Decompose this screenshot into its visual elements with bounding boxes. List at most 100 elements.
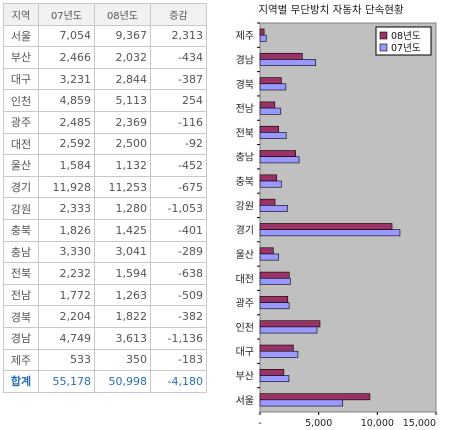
table-row: 경남 4,749 3,613 -1,136 bbox=[3, 326, 207, 350]
table-body: 서울 7,054 9,367 2,313 부산 2,466 2,032 -434 대구 3,231… bbox=[3, 24, 207, 393]
cell-2007: 3,231 bbox=[38, 67, 95, 91]
table-row: 광주 2,485 2,369 -116 bbox=[3, 110, 207, 134]
x-tick-label: 10,000 bbox=[361, 418, 394, 429]
category-label: 충북 bbox=[236, 176, 254, 188]
bar-2008-부산 bbox=[259, 369, 285, 376]
cell-region: 경기 bbox=[3, 175, 39, 199]
cell-2007: 4,749 bbox=[38, 326, 95, 350]
cell-2008: 1,822 bbox=[94, 305, 151, 328]
cell-change: -638 bbox=[150, 262, 207, 285]
table-row: 울산 1,584 1,132 -452 bbox=[3, 154, 207, 177]
table-row: 대구 3,231 2,844 -387 bbox=[3, 67, 207, 91]
chart-title: 지역별 무단방치 자동차 단속현황 bbox=[258, 4, 404, 16]
cell-2007: 2,333 bbox=[38, 197, 95, 220]
cell-region: 제주 bbox=[3, 348, 39, 372]
category-label: 제주 bbox=[236, 30, 254, 42]
bar-2008-대구 bbox=[259, 344, 294, 352]
bar-2007-전남 bbox=[259, 107, 282, 115]
category-label: 울산 bbox=[236, 249, 254, 261]
bar-2008-경기 bbox=[259, 223, 393, 230]
category-label: 서울 bbox=[236, 395, 254, 407]
cell-change: -434 bbox=[150, 46, 207, 69]
table-row: 충남 3,330 3,041 -289 bbox=[3, 240, 207, 264]
bar-2007-인천 bbox=[259, 326, 318, 334]
x-tick-label: - bbox=[258, 418, 261, 429]
cell-2008: 11,253 bbox=[94, 175, 151, 199]
cell-2008: 2,844 bbox=[94, 67, 151, 91]
cell-region: 서울 bbox=[3, 24, 39, 48]
category-label: 대전 bbox=[236, 273, 254, 285]
bar-2008-울산 bbox=[259, 247, 274, 255]
cell-region: 경북 bbox=[3, 305, 39, 328]
cell-region: 대전 bbox=[3, 132, 39, 156]
cell-change: -289 bbox=[150, 240, 207, 264]
cell-2008: 1,594 bbox=[94, 262, 151, 285]
bar-2007-전북 bbox=[259, 132, 287, 139]
cell-region: 전북 bbox=[3, 262, 39, 285]
cell-2007: 533 bbox=[38, 348, 95, 372]
table-row: 경기 11,928 11,253 -675 bbox=[3, 175, 207, 199]
header-2008: 08년도 bbox=[94, 3, 151, 26]
bar-2007-제주 bbox=[259, 34, 267, 42]
bar-2008-제주 bbox=[259, 28, 265, 36]
cell-2007: 2,485 bbox=[38, 110, 95, 134]
cell-region: 강원 bbox=[3, 197, 39, 220]
category-label: 광주 bbox=[236, 298, 254, 310]
category-label: 전남 bbox=[236, 103, 254, 115]
cell-change: -1,053 bbox=[150, 197, 207, 220]
category-label: 충남 bbox=[236, 152, 254, 164]
bar-2008-대전 bbox=[259, 271, 290, 279]
bar-2007-울산 bbox=[259, 253, 279, 261]
category-label: 경기 bbox=[236, 224, 254, 237]
bar-2008-광주 bbox=[259, 296, 289, 303]
header-region: 지역 bbox=[3, 3, 39, 26]
cell-region: 인천 bbox=[3, 89, 39, 112]
cell-2008: 2,369 bbox=[94, 110, 151, 134]
x-tick-label: 15,000 bbox=[403, 418, 436, 429]
legend-swatch bbox=[379, 31, 388, 40]
category-label: 전북 bbox=[236, 127, 254, 139]
table-row: 충북 1,826 1,425 -401 bbox=[3, 218, 207, 242]
bar-2007-경북 bbox=[259, 83, 287, 91]
cell-region: 울산 bbox=[3, 154, 39, 177]
category-label: 경북 bbox=[236, 78, 254, 91]
cell-2007: 4,859 bbox=[38, 89, 95, 112]
cell-2007: 11,928 bbox=[38, 175, 95, 199]
cell-2008: 9,367 bbox=[94, 24, 151, 48]
bar-2007-서울 bbox=[259, 399, 344, 407]
cell-2007: 2,592 bbox=[38, 132, 95, 156]
cell-region: 광주 bbox=[3, 110, 39, 134]
bar-2007-부산 bbox=[259, 375, 290, 383]
header-2007: 07년도 bbox=[38, 3, 95, 26]
cell-change: -92 bbox=[150, 132, 207, 156]
table-row: 부산 2,466 2,032 -434 bbox=[3, 46, 207, 69]
category-label: 대구 bbox=[236, 346, 254, 358]
cell-change: -452 bbox=[150, 154, 207, 177]
legend-label: 07년도 bbox=[391, 43, 421, 54]
cell-2008: 5,113 bbox=[94, 89, 151, 112]
bar-2007-경남 bbox=[259, 59, 317, 66]
table-row: 전남 1,772 1,263 -509 bbox=[3, 283, 207, 307]
cell-region: 충남 bbox=[3, 240, 39, 264]
cell-2008: 1,425 bbox=[94, 218, 151, 242]
table-row: 인천 4,859 5,113 254 bbox=[3, 89, 207, 112]
cell-2007: 1,584 bbox=[38, 154, 95, 177]
bar-2007-경기 bbox=[259, 229, 401, 237]
cell-change: -509 bbox=[150, 283, 207, 307]
table-row: 경북 2,204 1,822 -382 bbox=[3, 305, 207, 328]
cell-region: 합계 bbox=[3, 370, 39, 393]
cell-2008: 2,500 bbox=[94, 132, 151, 156]
data-table-container: 지역 07년도 08년도 증감 서울 7,054 9,367 2,313 부산 2,466… bbox=[3, 3, 207, 393]
cell-change: 254 bbox=[150, 89, 207, 112]
category-label: 인천 bbox=[236, 322, 254, 334]
cell-2008: 1,263 bbox=[94, 283, 151, 307]
bar-2008-경남 bbox=[259, 52, 303, 60]
bar-2008-충남 bbox=[259, 150, 296, 158]
category-label: 부산 bbox=[236, 371, 254, 383]
cell-change: -675 bbox=[150, 175, 207, 199]
category-label: 경남 bbox=[236, 53, 254, 66]
bar-2007-충북 bbox=[259, 180, 282, 188]
cell-2008: 50,998 bbox=[94, 370, 151, 393]
cell-2007: 1,772 bbox=[38, 283, 95, 307]
